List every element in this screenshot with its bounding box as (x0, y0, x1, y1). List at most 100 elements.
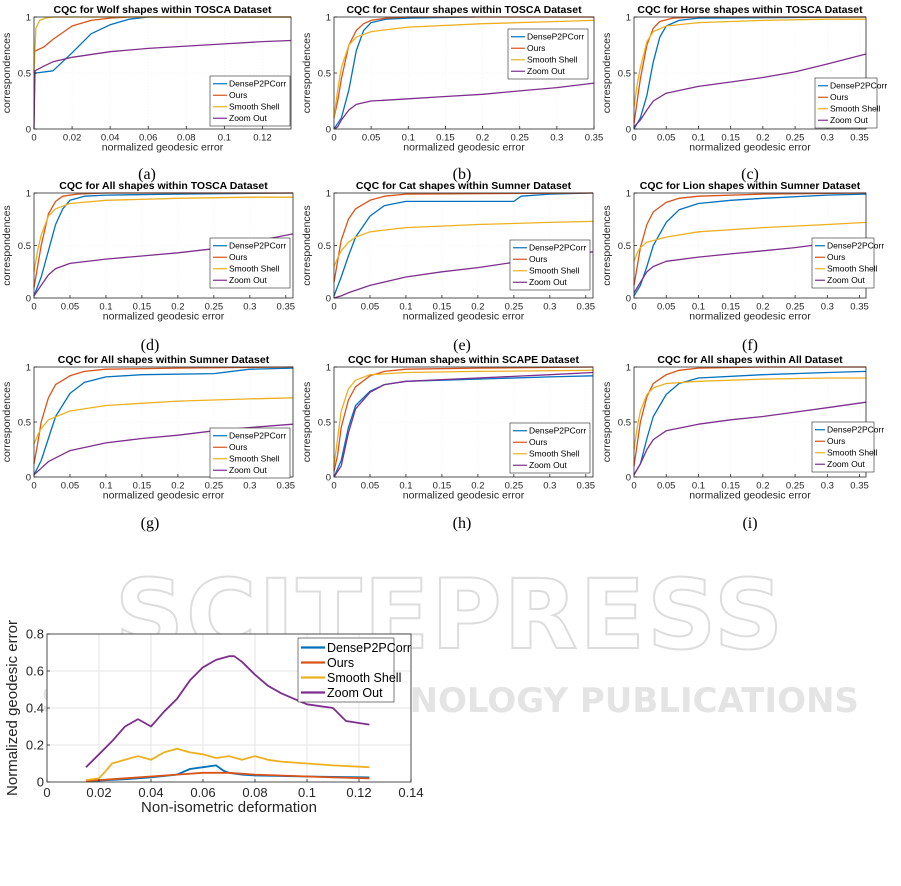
legend-label: Ours (529, 254, 547, 264)
x-tick-label: 0.15 (721, 133, 740, 144)
series-line-smooth-shell (33, 397, 294, 445)
x-tick-label: 0.25 (786, 481, 805, 492)
x-axis-label: normalized geodesic error (689, 490, 811, 502)
x-tick-label: 0.3 (543, 481, 556, 492)
x-tick-label: 0.1 (692, 302, 705, 313)
series-line-ours (633, 366, 866, 467)
x-tick-label: 0.25 (786, 302, 805, 313)
y-axis-label: correspondences (301, 33, 313, 114)
x-axis-label: normalized geodesic error (689, 311, 811, 323)
x-tick-label: 0.12 (346, 785, 371, 800)
y-tick-label: 0 (326, 124, 331, 135)
series-line-ours (333, 16, 594, 118)
y-tick-label: 0.6 (26, 664, 44, 679)
x-tick-label: 0.3 (821, 481, 834, 492)
x-tick-label: 0.25 (205, 302, 224, 313)
x-axis-label: normalized geodesic error (403, 311, 525, 323)
x-tick-label: 0 (31, 133, 36, 144)
x-tick-label: 0.05 (362, 133, 381, 144)
x-tick-label: 0.2 (171, 481, 184, 492)
x-tick-label: 0.05 (61, 302, 80, 313)
x-tick-label: 0.2 (476, 133, 489, 144)
x-tick-label: 0.25 (505, 302, 524, 313)
chart-7: 0 0.05 0.1 0.15 0.2 0.25 0.3 0.35 0 0.5 1 CQC for H… (301, 354, 595, 532)
series-line-smooth-shell (633, 18, 866, 107)
x-tick-label: 0.08 (242, 785, 267, 800)
x-tick-label: 0.05 (61, 481, 80, 492)
x-tick-label: 0.2 (756, 133, 769, 144)
x-axis-label: Non-isometric deformation (141, 799, 317, 816)
series-line-ours (633, 192, 867, 286)
chart-title: CQC for All shapes within All Dataset (657, 354, 843, 366)
legend-label: Ours (827, 252, 845, 262)
y-axis-label: correspondences (301, 382, 313, 463)
series-line-zoom-out (633, 239, 867, 294)
series-line-zoom-out (33, 39, 292, 130)
y-tick-label: 0.5 (618, 68, 631, 79)
y-tick-label: 0.5 (18, 417, 31, 428)
subfigure-caption: (a) (138, 166, 156, 183)
y-tick-label: 0 (626, 124, 631, 135)
series-line-densep2pcorr (633, 16, 867, 130)
chart-8: 0 0.05 0.1 0.15 0.2 0.25 0.3 0.35 0 0.5 1 CQC for A… (601, 354, 884, 532)
series-line-zoom-out (633, 53, 867, 128)
y-tick-label: 0.5 (318, 68, 331, 79)
subfigure-caption: (e) (453, 337, 471, 354)
legend-label: Ours (229, 252, 247, 262)
x-tick-label: 0.1 (399, 302, 412, 313)
series-line-smooth-shell (333, 19, 595, 118)
legend-label: DenseP2PCorr (229, 241, 286, 251)
chart-title: CQC for Wolf shapes within TOSCA Dataset (54, 4, 273, 16)
y-tick-label: 0 (26, 293, 31, 304)
y-tick-label: 0 (626, 293, 631, 304)
y-tick-label: 0.5 (618, 241, 631, 252)
chart-title: CQC for Human shapes within SCAPE Datase… (348, 354, 580, 366)
legend-label: Smooth Shell (830, 104, 881, 114)
x-tick-label: 0.3 (243, 302, 256, 313)
x-tick-label: 0.05 (657, 302, 676, 313)
legend-label: DenseP2PCorr (327, 641, 411, 655)
x-tick-label: 0.15 (721, 481, 740, 492)
series-line-ours (85, 771, 370, 782)
legend-label: Ours (527, 43, 545, 53)
series-line-smooth-shell (333, 220, 594, 267)
chart-0: 0 0.02 0.04 0.06 0.08 0.1 0.12 0 0.5 1 CQC for Wol… (1, 4, 292, 183)
x-tick-label: 0.3 (550, 133, 563, 144)
y-axis-label: correspondences (601, 33, 613, 114)
x-tick-label: 0.14 (398, 785, 423, 800)
x-tick-label: 0.05 (657, 481, 676, 492)
y-axis-label: Normalized geodesic error (4, 620, 21, 796)
subfigure-caption: (b) (453, 166, 472, 183)
chart-1: 0 0.05 0.1 0.15 0.2 0.25 0.3 0.35 0 0.5 1 CQC for C… (301, 4, 603, 183)
series-line-zoom-out (333, 82, 595, 130)
series-line-smooth-shell (333, 369, 594, 467)
series-line-smooth-shell (85, 747, 370, 781)
series-line-zoom-out (333, 371, 594, 478)
y-tick-label: 0.5 (18, 241, 31, 252)
y-tick-label: 1 (326, 188, 331, 199)
chart-5: 0 0.05 0.1 0.15 0.2 0.25 0.3 0.35 0 0.5 1 CQC for L… (601, 180, 884, 354)
series-line-zoom-out (633, 401, 867, 476)
x-tick-label: 0.2 (756, 481, 769, 492)
x-axis-label: normalized geodesic error (403, 142, 525, 154)
subfigure-caption: (i) (742, 515, 757, 532)
x-tick-label: 0.3 (243, 481, 256, 492)
x-tick-label: 0.3 (821, 133, 834, 144)
x-tick-label: 0.15 (133, 302, 152, 313)
x-tick-label: 0.1 (218, 133, 231, 144)
x-tick-label: 0 (331, 133, 336, 144)
y-axis-label: correspondences (601, 205, 613, 286)
chart-title: CQC for Centaur shapes within TOSCA Data… (346, 4, 582, 16)
x-tick-label: 0 (631, 133, 636, 144)
y-tick-label: 0 (37, 775, 44, 790)
legend-label: Ours (830, 92, 848, 102)
y-tick-label: 0.5 (318, 417, 331, 428)
subfigure-caption: (d) (141, 337, 160, 354)
legend-label: Zoom Out (229, 465, 267, 475)
x-tick-label: 0.15 (436, 133, 455, 144)
